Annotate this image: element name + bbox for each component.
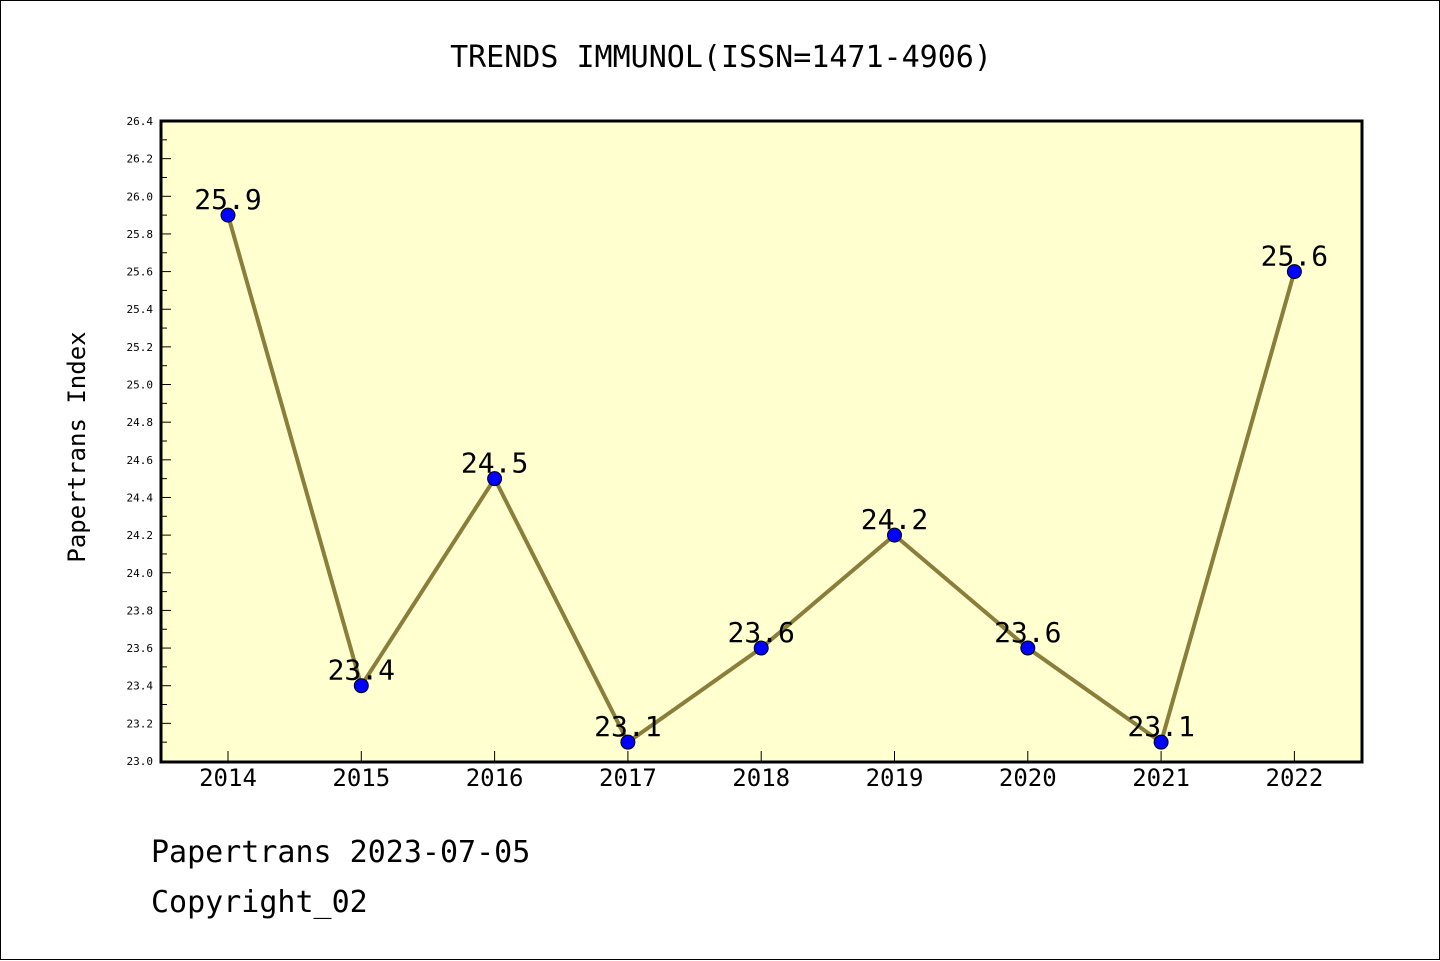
x-tick-label: 2017 <box>599 764 657 792</box>
x-tick-label: 2021 <box>1132 764 1190 792</box>
y-tick-label: 23.4 <box>127 680 154 693</box>
data-label: 23.6 <box>994 616 1061 649</box>
y-tick-label: 26.2 <box>127 153 154 166</box>
data-point <box>220 207 236 223</box>
footer-copyright: Copyright_02 <box>151 885 368 920</box>
x-tick-label: 2015 <box>332 764 390 792</box>
y-tick-label: 24.0 <box>127 567 154 580</box>
y-tick-label: 24.2 <box>127 529 154 542</box>
data-label: 25.6 <box>1261 240 1328 273</box>
y-tick-label: 23.6 <box>127 642 154 655</box>
y-tick-label: 23.8 <box>127 604 154 617</box>
data-point <box>753 640 769 656</box>
data-point <box>353 678 369 694</box>
y-tick-label: 25.6 <box>127 266 154 279</box>
y-axis-ticks: 23.0 23.2 23.4 23.6 23.8 24.0 24.2 24.4 24.6 24.8… <box>127 115 171 768</box>
data-point <box>620 734 636 750</box>
x-tick-label: 2020 <box>999 764 1057 792</box>
data-label: 25.9 <box>194 183 261 216</box>
x-tick-label: 2018 <box>732 764 790 792</box>
data-label: 23.4 <box>328 654 395 687</box>
y-tick-label: 23.0 <box>127 755 154 768</box>
y-tick-label: 23.2 <box>127 717 154 730</box>
y-tick-label: 24.8 <box>127 416 154 429</box>
data-point <box>1286 264 1302 280</box>
data-label: 23.6 <box>727 616 794 649</box>
footer-date: Papertrans 2023-07-05 <box>151 835 531 870</box>
y-tick-label: 24.6 <box>127 454 154 467</box>
data-point <box>1153 734 1169 750</box>
x-tick-label: 2014 <box>199 764 257 792</box>
y-tick-label: 25.8 <box>127 228 154 241</box>
data-point <box>887 527 902 543</box>
x-tick-label: 2019 <box>866 764 924 792</box>
y-tick-label: 25.2 <box>127 341 154 354</box>
y-tick-label: 25.0 <box>127 379 154 392</box>
x-tick-label: 2016 <box>466 764 524 792</box>
data-label: 24.2 <box>861 503 928 536</box>
x-tick-label: 2022 <box>1266 764 1324 792</box>
y-axis-label: Papertrans Index <box>63 331 91 562</box>
y-tick-label: 24.4 <box>127 491 154 504</box>
data-label: 24.5 <box>461 447 528 480</box>
chart-title: TRENDS IMMUNOL(ISSN=1471-4906) <box>450 40 992 75</box>
data-point <box>487 471 503 487</box>
data-label: 23.1 <box>1127 710 1194 743</box>
y-tick-label: 26.4 <box>127 115 154 128</box>
data-point <box>1020 640 1036 656</box>
x-axis-ticks: 2014 2015 2016 2017 2018 2019 2020 2021 2022 <box>199 751 1323 792</box>
series-group: 25.9 23.4 24.5 23.1 23.6 24.2 23.6 23.1 25.6 <box>194 183 1328 750</box>
y-tick-label: 25.4 <box>127 303 154 316</box>
y-tick-label: 26.0 <box>127 190 154 203</box>
data-label: 23.1 <box>594 710 661 743</box>
